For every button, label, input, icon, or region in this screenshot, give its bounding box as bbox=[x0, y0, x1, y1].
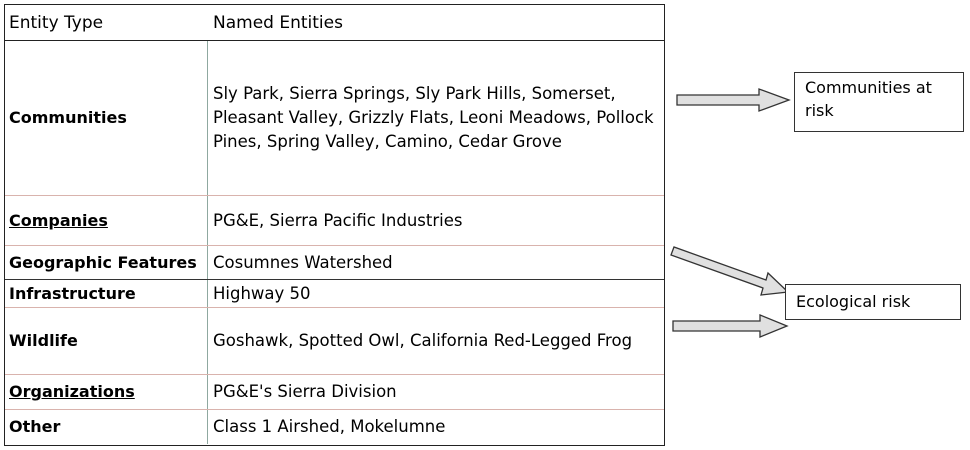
table-row-infrastructure: Infrastructure Highway 50 bbox=[5, 280, 664, 307]
row-divider bbox=[5, 279, 664, 280]
entity-table: Entity Type Named Entities Communities S… bbox=[4, 4, 665, 446]
row-entities-geographic-features: Cosumnes Watershed bbox=[213, 252, 393, 272]
arrow-to-communities-at-risk bbox=[676, 88, 791, 112]
header-entity-type: Entity Type bbox=[9, 13, 104, 33]
row-entities-communities: Sly Park, Sierra Springs, Sly Park Hills… bbox=[213, 84, 654, 151]
table-row-other: Other Class 1 Airshed, Mokelumne bbox=[5, 410, 664, 444]
table-row-geographic-features: Geographic Features Cosumnes Watershed bbox=[5, 246, 664, 279]
communities-at-risk-box: Communities at risk bbox=[794, 72, 964, 132]
row-type-infrastructure: Infrastructure bbox=[9, 283, 136, 303]
row-type-wildlife: Wildlife bbox=[9, 331, 78, 350]
row-type-organizations: Organizations bbox=[9, 382, 135, 401]
table-row-wildlife: Wildlife Goshawk, Spotted Owl, Californi… bbox=[5, 308, 664, 374]
row-entities-infrastructure: Highway 50 bbox=[213, 283, 311, 303]
row-type-companies: Companies bbox=[9, 210, 108, 230]
row-divider bbox=[5, 195, 664, 196]
row-type-geographic-features: Geographic Features bbox=[9, 252, 197, 272]
ecological-risk-box: Ecological risk bbox=[785, 284, 961, 320]
table-row-companies: Companies PG&E, Sierra Pacific Industrie… bbox=[5, 196, 664, 245]
row-entities-other: Class 1 Airshed, Mokelumne bbox=[213, 417, 446, 436]
arrow-geographic-to-ecological bbox=[670, 246, 790, 296]
table-header: Entity Type Named Entities bbox=[5, 5, 664, 41]
row-entities-companies: PG&E, Sierra Pacific Industries bbox=[213, 210, 463, 230]
arrow-wildlife-to-ecological bbox=[672, 314, 789, 338]
row-divider bbox=[5, 409, 664, 410]
row-divider bbox=[5, 245, 664, 246]
row-divider bbox=[5, 374, 664, 375]
row-type-communities: Communities bbox=[9, 108, 127, 127]
row-divider bbox=[5, 307, 664, 308]
row-type-other: Other bbox=[9, 417, 61, 436]
row-entities-organizations: PG&E's Sierra Division bbox=[213, 382, 397, 401]
column-divider bbox=[207, 41, 208, 444]
table-row-organizations: Organizations PG&E's Sierra Division bbox=[5, 375, 664, 409]
header-named-entities: Named Entities bbox=[213, 13, 343, 33]
table-row-communities: Communities Sly Park, Sierra Springs, Sl… bbox=[5, 41, 664, 195]
row-entities-wildlife: Goshawk, Spotted Owl, California Red-Leg… bbox=[213, 331, 633, 350]
